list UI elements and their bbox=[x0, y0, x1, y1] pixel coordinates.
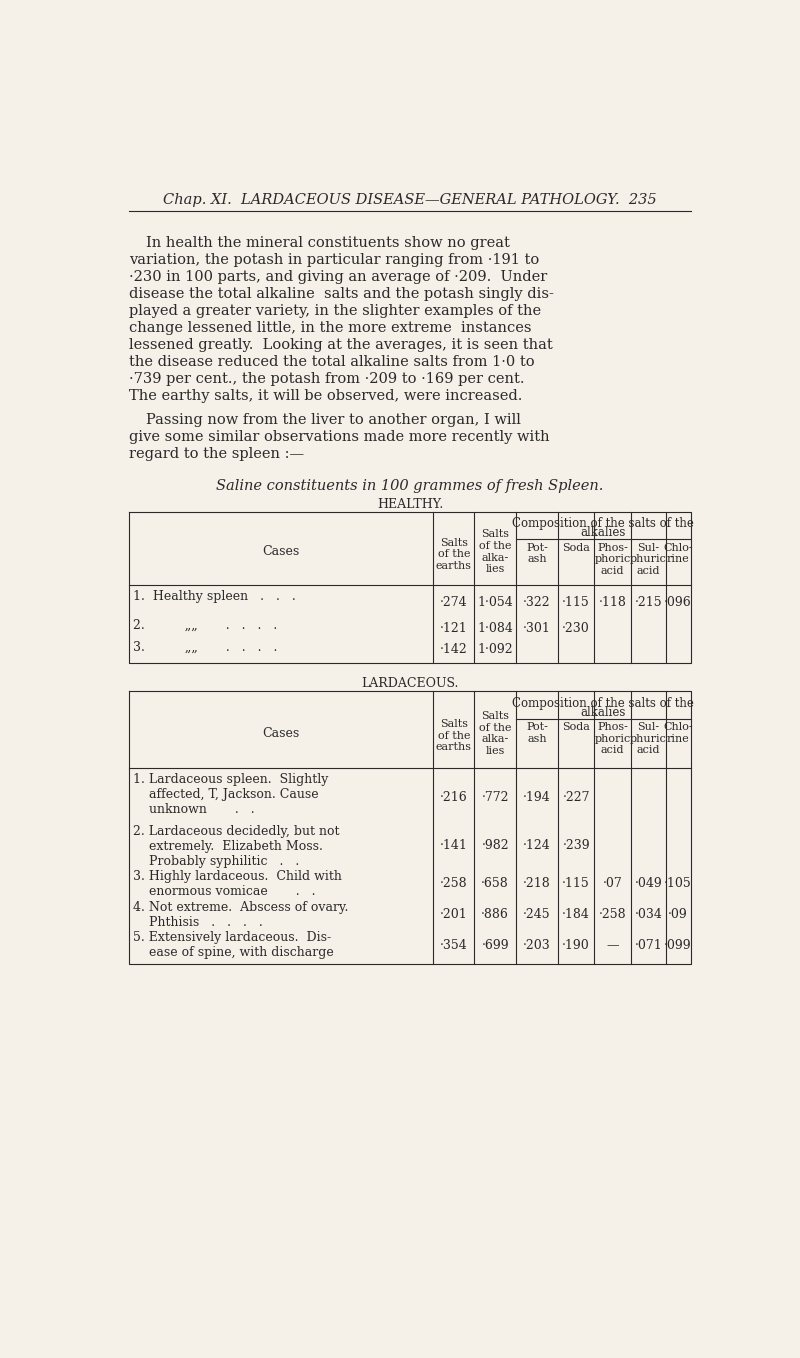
Text: The earthy salts, it will be observed, were increased.: The earthy salts, it will be observed, w… bbox=[130, 388, 523, 402]
Text: Salts
of the
earths: Salts of the earths bbox=[436, 720, 472, 752]
Text: ·141: ·141 bbox=[440, 839, 468, 853]
Text: Sul-
phuric
acid: Sul- phuric acid bbox=[630, 543, 666, 576]
Text: ·194: ·194 bbox=[523, 790, 551, 804]
Text: ·190: ·190 bbox=[562, 938, 590, 952]
Text: ·230: ·230 bbox=[562, 622, 590, 634]
Text: ·301: ·301 bbox=[523, 622, 551, 634]
Text: the disease reduced the total alkaline salts from 1·0 to: the disease reduced the total alkaline s… bbox=[130, 354, 535, 368]
Text: ·354: ·354 bbox=[440, 938, 468, 952]
Text: ·227: ·227 bbox=[562, 790, 590, 804]
Text: Sul-
phuric
acid: Sul- phuric acid bbox=[630, 722, 666, 755]
Text: ·218: ·218 bbox=[523, 877, 551, 891]
Text: ·049: ·049 bbox=[634, 877, 662, 891]
Text: 1.  Healthy spleen   .   .   .: 1. Healthy spleen . . . bbox=[134, 589, 296, 603]
Text: Soda: Soda bbox=[562, 722, 590, 732]
Text: ·124: ·124 bbox=[523, 839, 551, 853]
Text: Salts
of the
alka-
lies: Salts of the alka- lies bbox=[479, 530, 511, 574]
Text: ·322: ·322 bbox=[523, 596, 551, 610]
Text: change lessened little, in the more extreme  instances: change lessened little, in the more extr… bbox=[130, 320, 532, 335]
Text: Chap. XI.  LARDACEOUS DISEASE—GENERAL PATHOLOGY.  235: Chap. XI. LARDACEOUS DISEASE—GENERAL PAT… bbox=[163, 193, 657, 206]
Text: Pot-
ash: Pot- ash bbox=[526, 543, 548, 564]
Text: HEALTHY.: HEALTHY. bbox=[377, 498, 443, 511]
Text: ·239: ·239 bbox=[562, 839, 590, 853]
Text: ·982: ·982 bbox=[482, 839, 509, 853]
Text: —: — bbox=[606, 938, 619, 952]
Text: ·09: ·09 bbox=[668, 909, 688, 921]
Text: ·184: ·184 bbox=[562, 909, 590, 921]
Text: ·096: ·096 bbox=[664, 596, 692, 610]
Text: ·121: ·121 bbox=[440, 622, 468, 634]
Text: Chlo-
rine: Chlo- rine bbox=[663, 543, 693, 564]
Text: alkalies: alkalies bbox=[581, 527, 626, 539]
Text: Soda: Soda bbox=[562, 543, 590, 553]
Text: 1·084: 1·084 bbox=[478, 622, 513, 634]
Text: Chlo-
rine: Chlo- rine bbox=[663, 722, 693, 744]
Text: LARDACEOUS.: LARDACEOUS. bbox=[362, 678, 458, 690]
Text: ·658: ·658 bbox=[482, 877, 509, 891]
Text: Phos-
phoric
acid: Phos- phoric acid bbox=[594, 543, 630, 576]
Text: 2. Lardaceous decidedly, but not
    extremely.  Elizabeth Moss.
    Probably sy: 2. Lardaceous decidedly, but not extreme… bbox=[134, 826, 340, 868]
Text: ·215: ·215 bbox=[634, 596, 662, 610]
Text: Saline constituents in 100 grammes of fresh Spleen.: Saline constituents in 100 grammes of fr… bbox=[216, 479, 604, 493]
Text: ·739 per cent., the potash from ·209 to ·169 per cent.: ·739 per cent., the potash from ·209 to … bbox=[130, 372, 525, 386]
Text: 1. Lardaceous spleen.  Slightly
    affected, T, Jackson. Cause
    unknown     : 1. Lardaceous spleen. Slightly affected,… bbox=[134, 773, 329, 816]
Text: ·115: ·115 bbox=[562, 877, 590, 891]
Text: Composition of the salts of the: Composition of the salts of the bbox=[513, 517, 694, 530]
Text: Passing now from the liver to another organ, I will: Passing now from the liver to another or… bbox=[146, 413, 522, 428]
Text: 4. Not extreme.  Abscess of ovary.
    Phthisis   .   .   .   .: 4. Not extreme. Abscess of ovary. Phthis… bbox=[134, 900, 349, 929]
Text: disease the total alkaline  salts and the potash singly dis-: disease the total alkaline salts and the… bbox=[130, 287, 554, 301]
Text: 5. Extensively lardaceous.  Dis-
    ease of spine, with discharge: 5. Extensively lardaceous. Dis- ease of … bbox=[134, 932, 334, 959]
Text: 1·092: 1·092 bbox=[478, 644, 513, 656]
Text: Cases: Cases bbox=[262, 546, 300, 558]
Text: alkalies: alkalies bbox=[581, 706, 626, 718]
Text: 2.          „„       .   .   .   .: 2. „„ . . . . bbox=[134, 619, 278, 631]
Text: In health the mineral constituents show no great: In health the mineral constituents show … bbox=[146, 236, 510, 250]
Text: Composition of the salts of the: Composition of the salts of the bbox=[513, 697, 694, 710]
Text: ·886: ·886 bbox=[482, 909, 509, 921]
Text: Salts
of the
earths: Salts of the earths bbox=[436, 538, 472, 570]
Text: ·105: ·105 bbox=[664, 877, 692, 891]
Text: give some similar observations made more recently with: give some similar observations made more… bbox=[130, 430, 550, 444]
Text: Salts
of the
alka-
lies: Salts of the alka- lies bbox=[479, 712, 511, 756]
Text: ·07: ·07 bbox=[602, 877, 622, 891]
Text: ·258: ·258 bbox=[599, 909, 626, 921]
Text: ·034: ·034 bbox=[634, 909, 662, 921]
Text: ·772: ·772 bbox=[482, 790, 509, 804]
Text: ·230 in 100 parts, and giving an average of ·209.  Under: ·230 in 100 parts, and giving an average… bbox=[130, 270, 548, 284]
Text: 3. Highly lardaceous.  Child with
    enormous vomicae       .   .: 3. Highly lardaceous. Child with enormou… bbox=[134, 870, 342, 898]
Text: ·099: ·099 bbox=[664, 938, 692, 952]
Text: ·258: ·258 bbox=[440, 877, 467, 891]
Text: ·118: ·118 bbox=[598, 596, 626, 610]
Text: ·115: ·115 bbox=[562, 596, 590, 610]
Text: ·274: ·274 bbox=[440, 596, 467, 610]
Text: regard to the spleen :—: regard to the spleen :— bbox=[130, 447, 305, 462]
Text: ·142: ·142 bbox=[440, 644, 468, 656]
Text: ·245: ·245 bbox=[523, 909, 551, 921]
Text: 1·054: 1·054 bbox=[478, 596, 513, 610]
Text: ·699: ·699 bbox=[482, 938, 509, 952]
Text: ·071: ·071 bbox=[634, 938, 662, 952]
Text: lessened greatly.  Looking at the averages, it is seen that: lessened greatly. Looking at the average… bbox=[130, 338, 554, 352]
Text: ·216: ·216 bbox=[440, 790, 468, 804]
Text: played a greater variety, in the slighter examples of the: played a greater variety, in the slighte… bbox=[130, 304, 542, 318]
Text: variation, the potash in particular ranging from ·191 to: variation, the potash in particular rang… bbox=[130, 253, 540, 268]
Text: Pot-
ash: Pot- ash bbox=[526, 722, 548, 744]
Text: ·201: ·201 bbox=[440, 909, 468, 921]
Text: ·203: ·203 bbox=[523, 938, 551, 952]
Text: Phos-
phoric
acid: Phos- phoric acid bbox=[594, 722, 630, 755]
Text: 3.          „„       .   .   .   .: 3. „„ . . . . bbox=[134, 641, 278, 653]
Text: Cases: Cases bbox=[262, 727, 300, 740]
